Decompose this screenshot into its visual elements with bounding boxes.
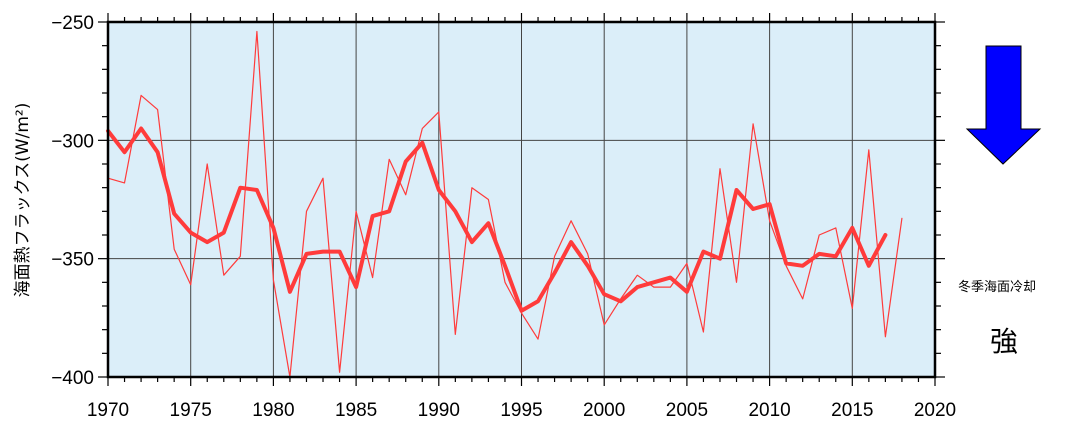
y-tick-label: −300 (51, 131, 94, 152)
smoothed-series-line (106, 126, 888, 313)
grid-lines (108, 22, 935, 377)
y-tick-label: −400 (51, 368, 94, 389)
x-tick-label: 1975 (170, 400, 212, 421)
x-tick-label: 2000 (583, 400, 625, 421)
x-tick-label: 2015 (831, 400, 873, 421)
x-tick-label: 2010 (748, 400, 790, 421)
y-tick-label: −350 (51, 250, 94, 271)
strong-annotation: 強 (990, 325, 1019, 358)
x-tick-label: 1995 (500, 400, 542, 421)
annual-series-line (107, 30, 903, 378)
down-arrow-icon (965, 45, 1042, 165)
x-tick-label: 1980 (252, 400, 294, 421)
x-tick-label: 1970 (87, 400, 129, 421)
x-tick-label: 2020 (914, 400, 956, 421)
x-tick-label: 1990 (418, 400, 460, 421)
series-layer (106, 30, 903, 378)
x-tick-label: 1985 (335, 400, 377, 421)
x-tick-label: 2005 (666, 400, 708, 421)
y-axis-label: 海面熱フラックス(W/m²) (13, 103, 33, 298)
y-tick-label: −250 (51, 13, 94, 34)
winter-cooling-annotation: 冬季海面冷却 (958, 280, 1037, 295)
tick-labels: 1970 1975 1980 1985 1990 1995 2000 2005 2010 2015… (51, 13, 956, 421)
plot-frame (106, 20, 937, 379)
